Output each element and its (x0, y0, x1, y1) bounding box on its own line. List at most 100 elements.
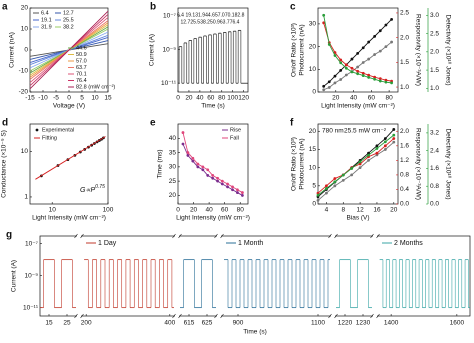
data-point (344, 66, 348, 70)
break-mark (334, 233, 338, 239)
break-mark (376, 313, 380, 319)
x-tick-label: 1230 (356, 320, 371, 327)
y-tick-label: 10⁻⁹ (25, 272, 39, 279)
axis-title: Photocurrent (nA) (299, 24, 306, 75)
y-tick-label: -20 (19, 89, 29, 96)
data-point (322, 84, 326, 88)
axis-break (373, 235, 377, 238)
series-line (317, 129, 395, 198)
data-point (356, 52, 360, 55)
panel-letter: g (6, 230, 12, 241)
break-mark (220, 313, 224, 319)
data-point (361, 46, 365, 50)
break-mark (370, 233, 374, 239)
x-tick-label: 0 (176, 95, 180, 102)
data-point (216, 176, 219, 180)
y-tick-label: 1 (24, 194, 28, 201)
data-point (191, 159, 195, 163)
data-point (196, 165, 200, 169)
x-tick-label: 0 (67, 95, 71, 102)
legend-label: 44.6 (76, 45, 87, 51)
panel-letter: d (2, 118, 8, 129)
y2-tick-label: 1.5 (430, 67, 439, 74)
x-tick-label: 400 (164, 320, 175, 327)
data-point (390, 40, 393, 44)
break-mark (376, 233, 380, 239)
y2-tick-label: 2.5 (430, 30, 439, 37)
axis-title: Current (A) (149, 34, 156, 66)
annotation: 780 nm (322, 128, 344, 135)
y-tick-label: 10 (21, 148, 29, 155)
y-tick-label: 15 (309, 146, 317, 153)
data-point (316, 193, 320, 197)
data-point (236, 188, 239, 192)
x-tick-label: 200 (81, 320, 92, 327)
data-point (383, 144, 387, 148)
annotation: 25.5 mW cm⁻² (344, 128, 387, 135)
x-tick-label: 80 (385, 95, 393, 102)
data-point (373, 75, 377, 79)
plot-frame (29, 123, 109, 205)
series-line (29, 10, 109, 90)
x-tick-label: 4 (325, 207, 329, 214)
pulse-label: 19.1 (185, 12, 195, 18)
legend-label: 57.0 (76, 58, 87, 64)
legend-label: Fitting (42, 135, 57, 141)
legend-label: 76.4 (76, 78, 87, 84)
data-point (220, 179, 224, 183)
data-point (333, 54, 337, 57)
data-point (231, 188, 234, 192)
data-point (211, 176, 215, 180)
x-tick-label: 40 (196, 95, 204, 102)
x-tick-label: 60 (207, 95, 215, 102)
x-tick-label: 10 (49, 207, 57, 214)
break-mark (328, 313, 332, 319)
y2-tick-label: 3.0 (430, 12, 439, 19)
axis-break (331, 235, 335, 238)
data-point (216, 179, 219, 183)
series-line (35, 136, 106, 180)
plot-frame (39, 235, 471, 317)
y2-tick-label: 1.6 (400, 143, 409, 150)
x-axis-title: Light Intensity (mW cm⁻²) (32, 215, 106, 222)
x-tick-label: 12 (356, 207, 364, 214)
data-point (375, 147, 379, 150)
y-tick-label: 0 (312, 201, 316, 208)
data-point (186, 154, 190, 157)
axis-title: Photocurrent (nA) (299, 138, 306, 189)
data-point (378, 79, 382, 83)
break-mark (172, 233, 176, 239)
x-tick-label: 20 (190, 207, 198, 214)
break-mark (74, 313, 78, 319)
data-point (344, 73, 348, 77)
x-tick-label: 615 (184, 320, 195, 327)
data-point (392, 137, 396, 140)
y2-tick-label: 3.2 (430, 130, 439, 137)
data-point (384, 80, 388, 84)
data-point (333, 180, 337, 184)
series-line (317, 141, 395, 201)
data-point (392, 140, 396, 144)
y-tick-label: 10⁻⁷ (163, 13, 177, 20)
break-mark (328, 233, 332, 239)
data-point (206, 174, 210, 177)
x-tick-label: 16 (373, 207, 381, 214)
segment-label: 1 Day (98, 240, 117, 247)
data-point (392, 133, 396, 137)
legend-label: 6.4 (41, 10, 49, 16)
series-line (317, 138, 395, 194)
panel-letter: a (2, 2, 8, 13)
break-mark (214, 233, 218, 239)
x-tick-label: -15 (25, 95, 35, 102)
pulse-label: 50.9 (210, 19, 220, 25)
data-point (383, 137, 387, 140)
legend-label: 12.7 (63, 10, 74, 16)
y2-tick-label: 0.0 (430, 201, 439, 208)
axis-title: On/off Ratio (×10³) (291, 137, 298, 191)
y-tick-label: 10⁻⁷ (25, 240, 39, 247)
data-point (241, 191, 244, 194)
x-tick-label: 25 (63, 320, 71, 327)
pulse-label: 63.7 (220, 19, 230, 25)
legend-label: 50.9 (76, 52, 87, 58)
